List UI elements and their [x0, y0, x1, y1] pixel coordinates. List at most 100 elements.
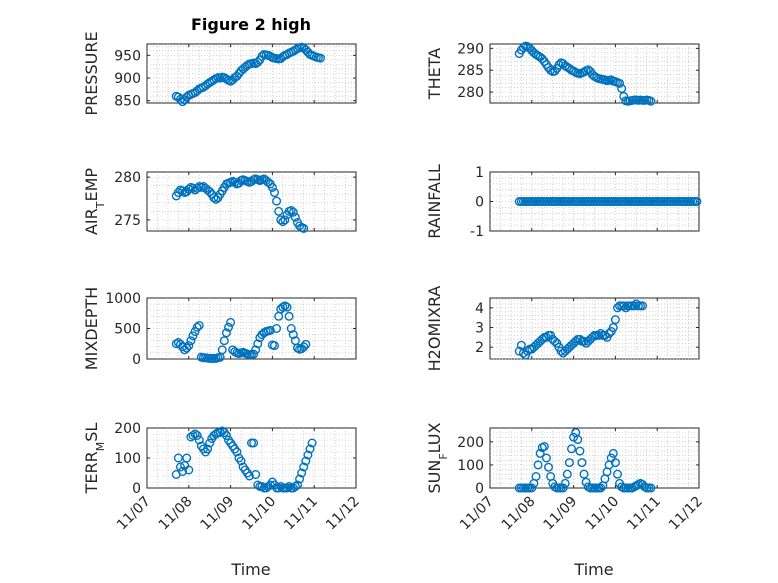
axes-layer: 850 900 950 PRESSURE 280 285 290 THETA 275 280 AIR…: [82, 31, 706, 533]
y-tick-label: 100: [114, 451, 141, 467]
data-point: [550, 66, 560, 76]
data-point: [581, 477, 591, 487]
y-tick-label: 200: [457, 435, 484, 451]
y-tick-label: 0: [132, 481, 141, 497]
data-point: [190, 429, 200, 439]
y-tick-label: 100: [457, 458, 484, 474]
y-tick-label: 285: [457, 63, 484, 79]
data-point: [190, 327, 200, 337]
data-point: [182, 343, 192, 353]
data-point: [305, 444, 315, 454]
data-point: [272, 196, 282, 206]
data-point: [226, 317, 236, 327]
data-point: [230, 177, 240, 187]
data-point: [292, 480, 302, 490]
y-tick-label: -1: [470, 224, 484, 240]
data-point: [175, 462, 185, 472]
data-point: [518, 348, 528, 358]
data-point: [194, 320, 204, 330]
data-point: [303, 450, 313, 460]
data-point: [288, 207, 298, 217]
data-point: [249, 349, 259, 359]
y-tick-label: 1: [475, 165, 484, 181]
data-point: [692, 196, 702, 206]
data-point: [173, 188, 183, 198]
data-point: [276, 482, 286, 492]
data-point: [192, 431, 202, 441]
data-point: [290, 212, 300, 222]
data-point: [575, 334, 585, 344]
panel-h2omixra: 2 3 4 H2OMIXRA: [425, 286, 700, 371]
data-point: [541, 453, 551, 463]
data-point: [575, 446, 585, 456]
data-point: [573, 435, 583, 445]
data-point: [251, 345, 261, 355]
data-point: [221, 431, 231, 441]
data-point: [612, 469, 622, 479]
data-point: [194, 435, 204, 445]
y-axis-label: RAINFALL: [425, 164, 444, 239]
data-point: [282, 302, 292, 312]
data-point: [615, 78, 625, 88]
data-point: [286, 205, 296, 215]
data-point: [562, 469, 572, 479]
data-point: [186, 336, 196, 346]
data-point: [205, 438, 215, 448]
panel-rainfall: -1 0 1 RAINFALL: [425, 164, 702, 240]
y-tick-label: 2: [475, 340, 484, 356]
data-point: [596, 328, 606, 338]
data-point: [276, 215, 286, 225]
y-axis-label: TERRMSL: [82, 423, 107, 495]
data-point: [608, 448, 618, 458]
panel-pressure: 850 900 950 PRESSURE: [82, 31, 357, 116]
data-point: [274, 206, 284, 216]
data-point: [188, 431, 198, 441]
data-point: [188, 331, 198, 341]
data-point: [297, 468, 307, 478]
data-point: [257, 51, 267, 61]
data-point: [205, 187, 215, 197]
data-point: [203, 444, 213, 454]
panel-theta: 280 285 290 THETA: [425, 41, 700, 106]
data-point: [629, 301, 639, 311]
data-point: [184, 465, 194, 475]
data-point: [178, 186, 188, 196]
data-point: [533, 460, 543, 470]
data-point: [272, 324, 282, 334]
figure-title: Figure 2 high: [191, 15, 311, 34]
data-point: [638, 301, 648, 311]
data-point: [301, 339, 311, 349]
data-point: [608, 323, 618, 333]
y-tick-label: 900: [114, 71, 141, 87]
data-point: [299, 462, 309, 472]
y-axis-label: SUNFLUX: [425, 422, 450, 493]
data-point: [178, 467, 188, 477]
data-point: [269, 341, 279, 351]
data-point: [612, 303, 622, 313]
y-tick-label: 0: [132, 352, 141, 368]
y-tick-label: 280: [457, 85, 484, 101]
data-point: [290, 482, 300, 492]
data-point: [251, 470, 261, 480]
data-point: [253, 57, 263, 67]
data-point: [567, 444, 577, 454]
data-point: [579, 336, 589, 346]
data-point: [295, 474, 305, 484]
data-point: [577, 458, 587, 468]
data-point: [535, 448, 545, 458]
data-point: [221, 328, 231, 338]
y-tick-label: 0: [475, 481, 484, 497]
data-point: [192, 322, 202, 332]
data-point: [269, 188, 279, 198]
data-point: [278, 217, 288, 227]
data-point: [219, 336, 229, 346]
data-point: [544, 462, 554, 472]
y-tick-label: 4: [475, 301, 484, 317]
data-point: [307, 438, 317, 448]
data-point: [267, 182, 277, 192]
data-point: [554, 60, 564, 70]
data-point: [184, 341, 194, 351]
data-point: [280, 215, 290, 225]
data-point: [514, 346, 524, 356]
